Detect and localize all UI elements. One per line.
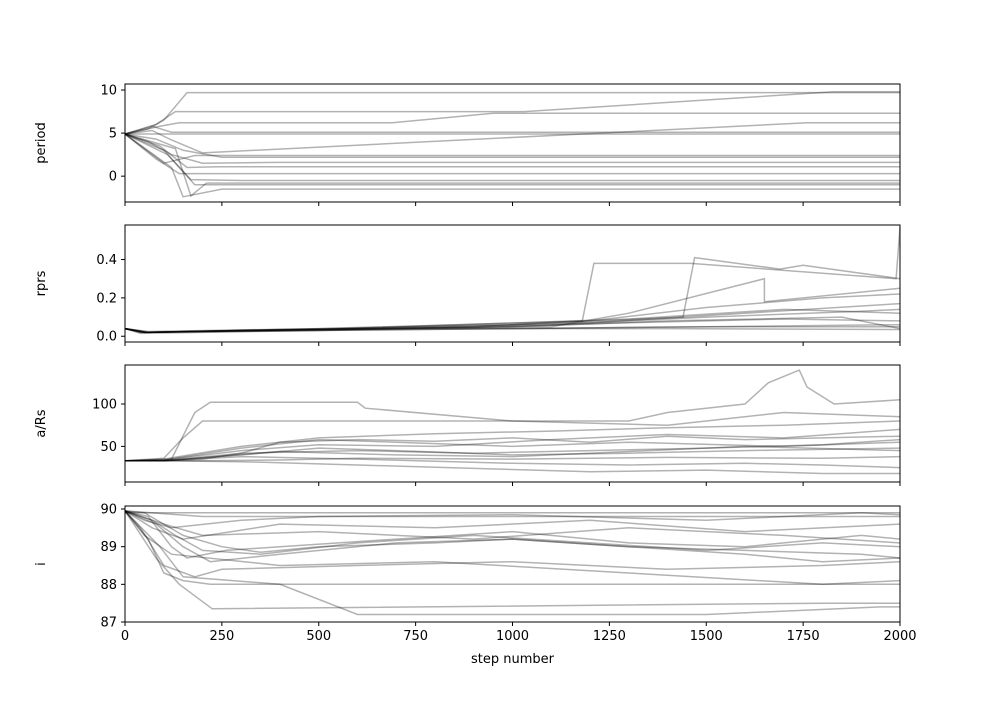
y-tick-label: 10 [100, 84, 117, 99]
x-tick-label: 250 [209, 629, 234, 644]
walker-line-3 [125, 428, 900, 462]
x-tick-label: 0 [121, 629, 129, 644]
walker-line-6 [125, 510, 900, 578]
y-tick-label: 100 [92, 398, 117, 413]
walker-line-8 [125, 302, 900, 334]
walker-traces [125, 226, 900, 335]
walker-line-2 [125, 369, 900, 462]
walker-line-7 [125, 325, 900, 335]
walker-line-9 [125, 510, 900, 616]
walker-line-0 [125, 435, 900, 462]
walker-line-2 [125, 510, 900, 559]
y-tick-label: 5 [109, 127, 117, 142]
walker-line-11 [125, 308, 900, 334]
walker-line-10 [125, 133, 900, 186]
y-tick-label: 0.0 [96, 330, 117, 345]
panel-rprs: 0.4 0.2 0.0 rprs [34, 224, 901, 346]
panel-i: 90 89 88 87 i 0 250 500 750 1000 1250 1500 1750 2000 s… [34, 503, 917, 667]
walker-line-11 [125, 133, 900, 198]
walker-line-9 [125, 316, 900, 334]
walker-line-12 [125, 133, 900, 198]
walker-line-4 [125, 510, 900, 555]
walker-line-3 [125, 277, 900, 334]
walker-line-13 [125, 510, 900, 586]
walker-line-6 [125, 318, 900, 334]
walker-line-1 [125, 91, 900, 135]
walker-line-9 [125, 438, 900, 462]
walker-line-6 [125, 133, 900, 164]
x-tick-label: 750 [403, 629, 428, 644]
y-tick-label: 88 [100, 578, 117, 593]
walker-line-3 [125, 510, 900, 559]
walker-line-8 [125, 133, 900, 175]
walker-line-6 [125, 460, 900, 475]
walker-line-7 [125, 133, 900, 169]
walker-line-12 [125, 510, 900, 544]
walker-line-1 [125, 226, 900, 334]
walker-line-1 [125, 401, 900, 462]
panel-ars: 100 50 a/Rs [34, 364, 901, 486]
x-tick-label: 500 [306, 629, 331, 644]
x-axis-label: step number [471, 652, 555, 667]
y-tick-label: 87 [100, 616, 117, 631]
x-tick-label: 1000 [496, 629, 529, 644]
y-axis-label: period [34, 122, 49, 163]
y-tick-label: 50 [100, 440, 117, 455]
walker-line-4 [125, 293, 900, 333]
walker-traces [125, 91, 900, 198]
walker-line-5 [125, 133, 900, 158]
walker-line-4 [125, 122, 900, 154]
walker-line-5 [125, 510, 900, 563]
y-axis-label: i [34, 562, 49, 566]
panel-period: 10 5 0 period [34, 83, 901, 206]
y-axis-label: rprs [34, 270, 49, 296]
walker-traces [125, 510, 900, 616]
y-tick-label: 0 [109, 170, 117, 185]
walker-line-10 [125, 438, 900, 462]
walker-line-7 [125, 510, 900, 586]
walker-line-11 [125, 445, 900, 462]
walker-line-10 [125, 327, 900, 334]
walker-traces [125, 369, 900, 475]
walker-line-14 [125, 125, 900, 135]
y-tick-label: 90 [100, 503, 117, 518]
y-axis-label: a/Rs [34, 409, 49, 437]
walker-line-7 [125, 455, 900, 462]
walker-line-13 [125, 133, 900, 165]
walker-line-8 [125, 420, 900, 462]
x-tick-label: 1250 [593, 629, 626, 644]
walker-line-2 [125, 91, 900, 135]
walker-line-3 [125, 112, 900, 135]
walker-line-10 [125, 510, 900, 529]
walker-line-0 [125, 323, 900, 334]
walker-line-1 [125, 510, 900, 518]
x-tick-label: 1500 [690, 629, 723, 644]
walker-line-5 [125, 455, 900, 469]
walker-line-8 [125, 510, 900, 610]
x-tick-label: 2000 [883, 629, 916, 644]
walker-line-4 [125, 447, 900, 462]
walker-line-9 [125, 133, 900, 182]
walker-line-5 [125, 308, 900, 334]
x-tick-label: 1750 [787, 629, 820, 644]
y-tick-label: 89 [100, 540, 117, 555]
y-tick-label: 0.4 [96, 253, 117, 268]
y-tick-label: 0.2 [96, 291, 117, 306]
walker-line-11 [125, 510, 900, 540]
walker-line-2 [125, 256, 900, 334]
